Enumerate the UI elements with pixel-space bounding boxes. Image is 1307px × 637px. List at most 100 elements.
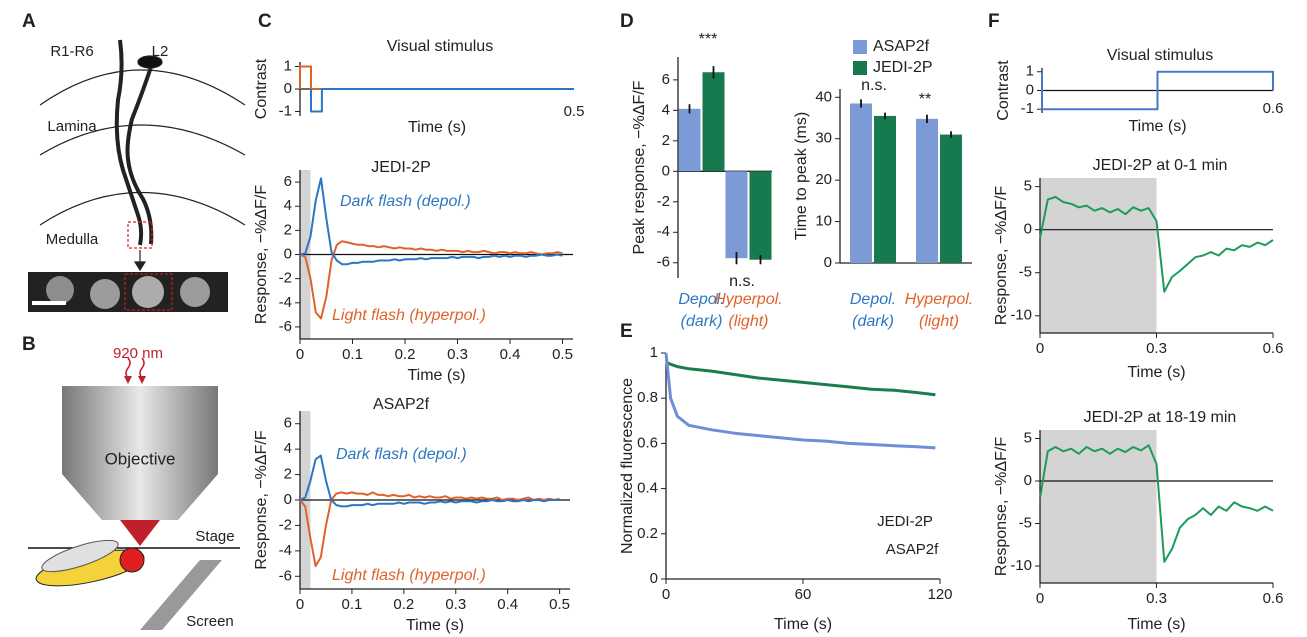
x-tick-label: 0.2 [395,346,416,363]
y-tick-label: 0 [1024,221,1032,238]
annotation: ** [919,91,931,108]
stimulus-shade [1040,178,1157,333]
y-axis-label: Response, −%ΔF/F [253,430,270,569]
y-tick-label: 0 [824,254,832,271]
blob [132,276,164,308]
x-tick-label: 0.6 [1263,340,1284,357]
x-tick-label: 0.3 [1146,340,1167,357]
y-tick-label: -4 [657,223,670,240]
bar [940,134,962,263]
y-tick-label: 40 [815,88,832,105]
bar [749,171,772,260]
blob [180,277,210,307]
y-tick-label: -4 [279,542,292,559]
x-tick-label: Depol. [850,291,896,308]
y-tick-label: 0.8 [637,389,658,406]
x-tick-label: 0.5 [564,103,585,120]
bar [850,103,872,263]
diagram-label: Stage [195,528,234,545]
y-tick-label: 30 [815,130,832,147]
x-axis-label: Time (s) [1127,616,1185,633]
series-label: ASAP2f [886,541,939,558]
series-line [310,88,574,113]
annotation: n.s. [729,273,755,290]
x-axis-label: Time (s) [1128,118,1186,135]
bar [702,72,725,172]
arrow-head [133,261,147,272]
objective-tip [62,474,218,520]
x-tick-label: Hyperpol. [714,291,782,308]
y-tick-label: 2 [662,132,670,149]
diagram-label: L2 [152,43,169,60]
y-tick-label: 0 [284,491,292,508]
y-tick-label: -4 [279,294,292,311]
x-tick-label: 0.4 [497,596,518,613]
x-tick-label: (light) [919,313,959,330]
y-tick-label: -5 [1019,264,1032,281]
chart-title: ASAP2f [373,396,430,413]
x-tick-label: 0.1 [341,596,362,613]
y-axis-label: Response, −%ΔF/F [993,437,1010,576]
chart-title: JEDI-2P [371,159,431,176]
neuron [125,63,154,245]
y-tick-label: 0 [1026,81,1034,98]
fly-eye [119,547,145,573]
annotation: n.s. [861,77,887,94]
x-tick-label: 60 [795,586,812,603]
roi-box [127,221,153,249]
legend-label: ASAP2f [873,38,930,55]
y-tick-label: -6 [279,567,292,584]
panel-label: E [620,321,633,342]
panel-label: C [258,11,272,32]
y-tick-label: 0.4 [637,480,658,497]
x-tick-label: 0 [296,346,304,363]
x-tick-label: 0.5 [552,346,573,363]
x-tick-label: 0.6 [1263,590,1284,607]
fly-wing [41,539,119,573]
diagram-label: Objective [105,449,176,468]
y-tick-label: 1 [1026,63,1034,80]
x-tick-label: 0 [296,596,304,613]
x-tick-label: 0.2 [393,596,414,613]
panel-label: A [22,11,36,32]
x-tick-label: 0.3 [445,596,466,613]
legend-swatch [853,40,867,54]
diagram-label: Screen [186,613,234,630]
static-labels: A B C D E F R1-R6 L2 Lamina Medulla 920 … [22,11,1000,630]
y-tick-label: 5 [1024,178,1032,195]
x-tick-label: 0.3 [447,346,468,363]
screen [140,560,222,630]
x-axis-label: Time (s) [774,616,832,633]
y-tick-label: 20 [815,171,832,188]
y-tick-label: 2 [284,466,292,483]
x-tick-label: 0 [1036,590,1044,607]
series-line [299,240,563,320]
x-tick-label: (dark) [852,313,894,330]
series-line [1039,444,1274,563]
y-tick-label: 6 [284,173,292,190]
series-line [299,491,560,568]
y-tick-label: -10 [1010,307,1032,324]
bar [874,115,896,263]
y-tick-label: 10 [815,213,832,230]
x-tick-label: (dark) [681,313,723,330]
y-tick-label: -6 [657,254,670,271]
x-tick-label: 0.5 [549,596,570,613]
x-tick-label: (light) [728,313,768,330]
y-axis-label: Peak response, −%ΔF/F [631,80,648,254]
diagram-label: Medulla [46,231,99,248]
series-line [664,352,936,450]
y-axis-label: Time to peak (ms) [793,112,810,240]
y-tick-label: 0 [284,245,292,262]
y-axis-label: Contrast [253,58,270,119]
y-tick-label: 1 [650,344,658,361]
chart-title: JEDI-2P at 18-19 min [1084,409,1237,426]
y-tick-label: 0 [662,162,670,179]
y-tick-label: 2 [284,221,292,238]
arc [39,124,246,156]
laser-cone [120,520,160,546]
y-tick-label: 4 [284,440,292,457]
y-tick-label: -6 [279,318,292,335]
y-axis-label: Contrast [995,60,1012,121]
